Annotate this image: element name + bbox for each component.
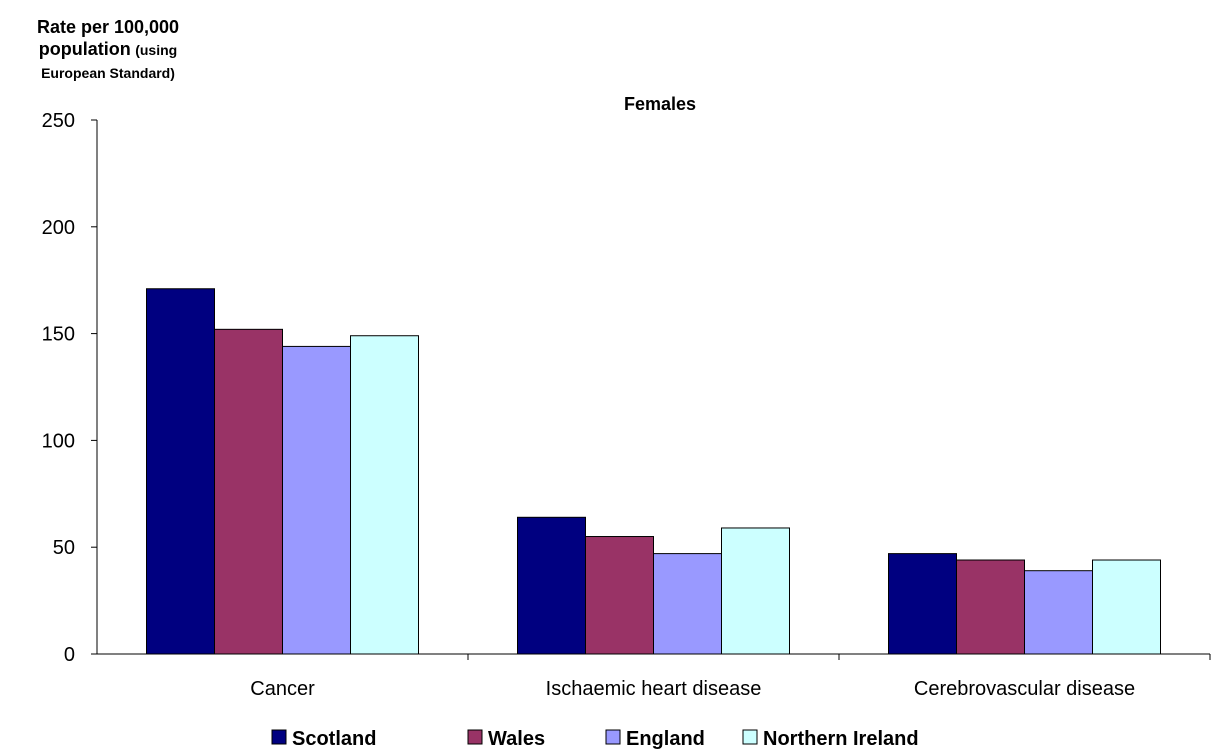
- bar-wales: [214, 328, 283, 655]
- y-tick-label: 100: [42, 430, 75, 452]
- bar-northern-ireland: [721, 527, 790, 655]
- bar-england: [653, 553, 722, 655]
- bar-scotland: [888, 553, 957, 655]
- legend-swatch: [742, 729, 758, 745]
- bar-wales: [585, 536, 654, 655]
- bar-england: [1024, 570, 1093, 655]
- legend-label: Scotland: [292, 728, 376, 749]
- bar-scotland: [146, 288, 215, 655]
- legend: Scotland Wales England Northern Ireland: [271, 728, 919, 749]
- bar-wales: [956, 559, 1025, 655]
- bar-northern-ireland: [1092, 559, 1161, 655]
- bars: [146, 288, 1161, 655]
- x-category-label: Ischaemic heart disease: [546, 678, 762, 700]
- y-axis-label-line2-main: population: [38, 39, 131, 59]
- legend-label: Northern Ireland: [763, 728, 919, 749]
- y-tick-label: 50: [53, 537, 75, 559]
- x-category-label: Cerebrovascular disease: [914, 678, 1135, 700]
- y-tick-label: 0: [64, 644, 75, 666]
- legend-swatch: [467, 729, 483, 745]
- chart-title: Females: [624, 94, 696, 114]
- y-tick-label: 200: [42, 217, 75, 239]
- legend-label: Wales: [488, 728, 545, 749]
- bar-northern-ireland: [350, 335, 419, 655]
- legend-swatch: [605, 729, 621, 745]
- y-axis-label: Rate per 100,000 population (using Europ…: [8, 16, 208, 84]
- bar-scotland: [517, 516, 586, 655]
- y-axis-label-line3: European Standard): [41, 65, 175, 81]
- x-category-label: Cancer: [250, 678, 315, 700]
- legend-label: England: [626, 728, 705, 749]
- y-axis-label-line1: Rate per 100,000: [36, 17, 180, 37]
- y-axis-label-line2-sub: (using: [135, 42, 178, 58]
- legend-swatch: [271, 729, 287, 745]
- bar-england: [282, 345, 351, 655]
- y-tick-label: 150: [42, 324, 75, 346]
- axes: 0 50 100 150 200 250 Cancer Ischaemic heart dis…: [42, 110, 1211, 700]
- y-tick-label: 250: [42, 110, 75, 132]
